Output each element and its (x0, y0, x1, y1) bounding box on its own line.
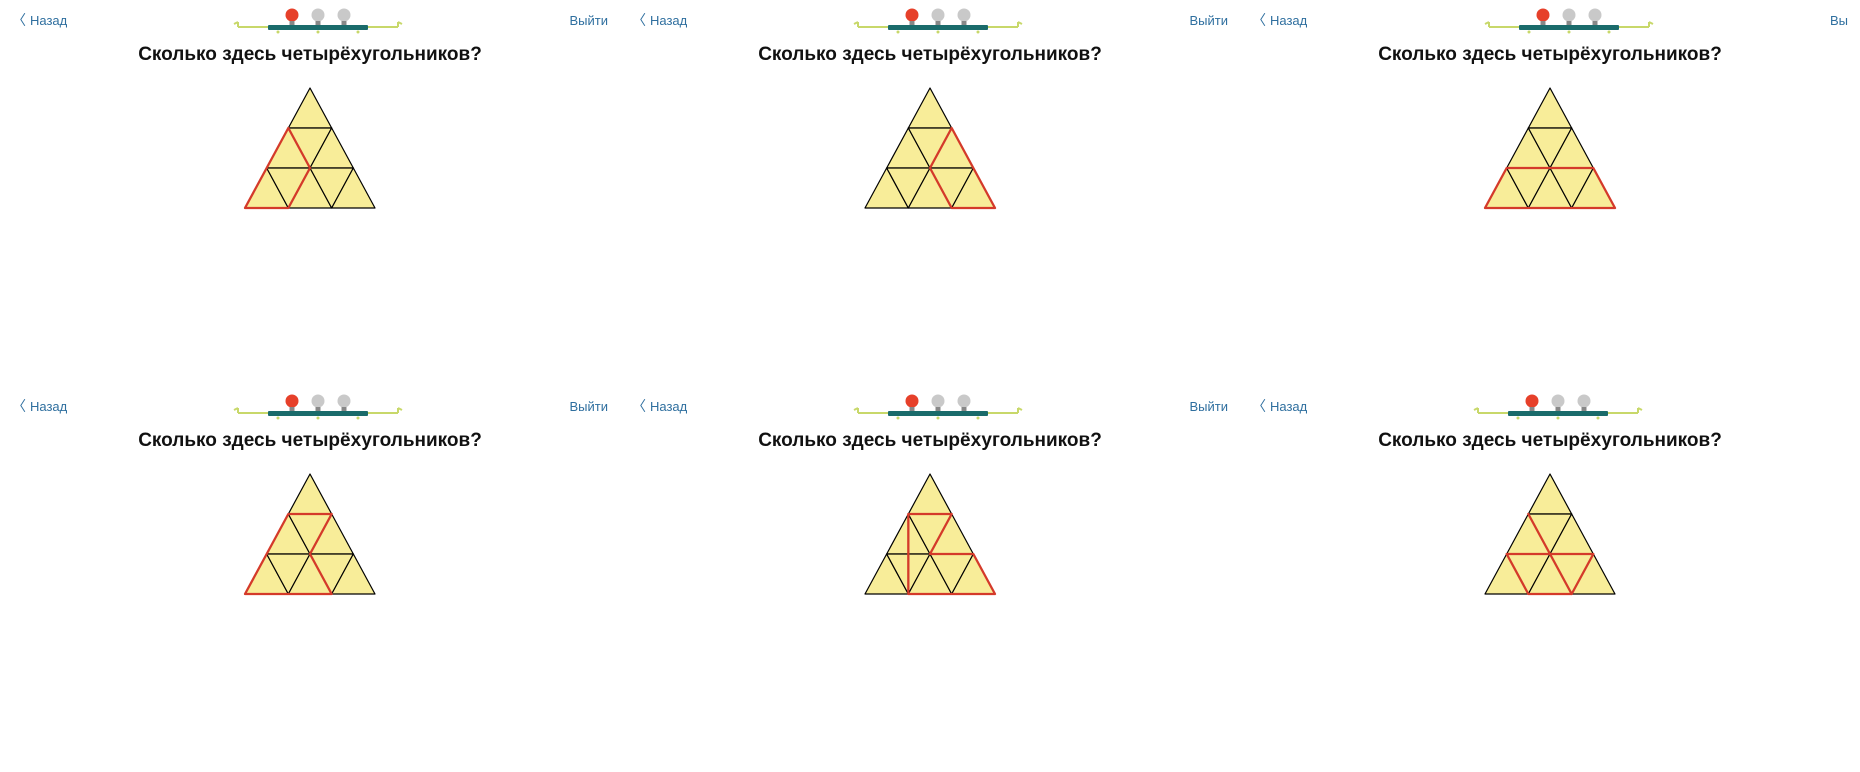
back-button[interactable]: 〈 Назад (12, 13, 67, 28)
progress-wrap (1307, 5, 1830, 35)
back-label: Назад (30, 13, 67, 28)
panel-header: 〈 Назад (1240, 392, 1860, 420)
chevron-left-icon: 〈 (12, 399, 26, 413)
triangle-figure (1240, 464, 1860, 604)
chevron-left-icon: 〈 (632, 13, 646, 27)
exit-button[interactable]: Выйти (570, 399, 609, 414)
back-label: Назад (650, 13, 687, 28)
progress-indicator (228, 5, 408, 35)
exit-button[interactable]: Выйти (1190, 399, 1229, 414)
panel-header: 〈 Назад Выйти (0, 6, 620, 34)
progress-wrap (67, 5, 569, 35)
chevron-left-icon: 〈 (12, 13, 26, 27)
back-button[interactable]: 〈 Назад (12, 399, 67, 414)
quiz-panel: 〈 Назад Вы Сколько здесь четырёхугольник… (1240, 0, 1860, 386)
panel-header: 〈 Назад Выйти (0, 392, 620, 420)
progress-indicator (848, 391, 1028, 421)
triangle-figure (620, 464, 1240, 604)
progress-wrap (687, 391, 1189, 421)
back-button[interactable]: 〈 Назад (632, 399, 687, 414)
quiz-panel: 〈 Назад Выйти Сколько здесь четырёхуголь… (0, 0, 620, 386)
question-text: Сколько здесь четырёхугольников? (620, 430, 1240, 452)
question-text: Сколько здесь четырёхугольников? (0, 430, 620, 452)
progress-indicator (1479, 5, 1659, 35)
quiz-panel: 〈 Назад Сколько здесь четырёхугольников? (1240, 386, 1860, 772)
exit-label: Вы (1830, 13, 1848, 28)
triangle-figure (620, 78, 1240, 218)
quiz-panel: 〈 Назад Выйти Сколько здесь четырёхуголь… (620, 0, 1240, 386)
panel-header: 〈 Назад Выйти (620, 6, 1240, 34)
exit-label: Выйти (570, 399, 609, 414)
exit-label: Выйти (1190, 399, 1229, 414)
chevron-left-icon: 〈 (1252, 399, 1266, 413)
exit-button[interactable]: Выйти (570, 13, 609, 28)
back-label: Назад (650, 399, 687, 414)
exit-label: Выйти (570, 13, 609, 28)
panel-header: 〈 Назад Выйти (620, 392, 1240, 420)
exit-button[interactable]: Вы (1830, 13, 1848, 28)
triangle-figure (0, 78, 620, 218)
exit-label: Выйти (1190, 13, 1229, 28)
back-button[interactable]: 〈 Назад (1252, 13, 1307, 28)
exit-button[interactable]: Выйти (1190, 13, 1229, 28)
quiz-panel: 〈 Назад Выйти Сколько здесь четырёхуголь… (0, 386, 620, 772)
back-label: Назад (30, 399, 67, 414)
progress-indicator (1468, 391, 1648, 421)
question-text: Сколько здесь четырёхугольников? (0, 44, 620, 66)
question-text: Сколько здесь четырёхугольников? (1240, 430, 1860, 452)
back-button[interactable]: 〈 Назад (632, 13, 687, 28)
chevron-left-icon: 〈 (632, 399, 646, 413)
progress-wrap (1307, 391, 1808, 421)
quiz-panel: 〈 Назад Выйти Сколько здесь четырёхуголь… (620, 386, 1240, 772)
question-text: Сколько здесь четырёхугольников? (620, 44, 1240, 66)
progress-wrap (67, 391, 569, 421)
triangle-figure (1240, 78, 1860, 218)
back-label: Назад (1270, 399, 1307, 414)
progress-wrap (687, 5, 1189, 35)
question-text: Сколько здесь четырёхугольников? (1240, 44, 1860, 66)
progress-indicator (848, 5, 1028, 35)
back-button[interactable]: 〈 Назад (1252, 399, 1307, 414)
chevron-left-icon: 〈 (1252, 13, 1266, 27)
triangle-figure (0, 464, 620, 604)
panel-header: 〈 Назад Вы (1240, 6, 1860, 34)
progress-indicator (228, 391, 408, 421)
back-label: Назад (1270, 13, 1307, 28)
